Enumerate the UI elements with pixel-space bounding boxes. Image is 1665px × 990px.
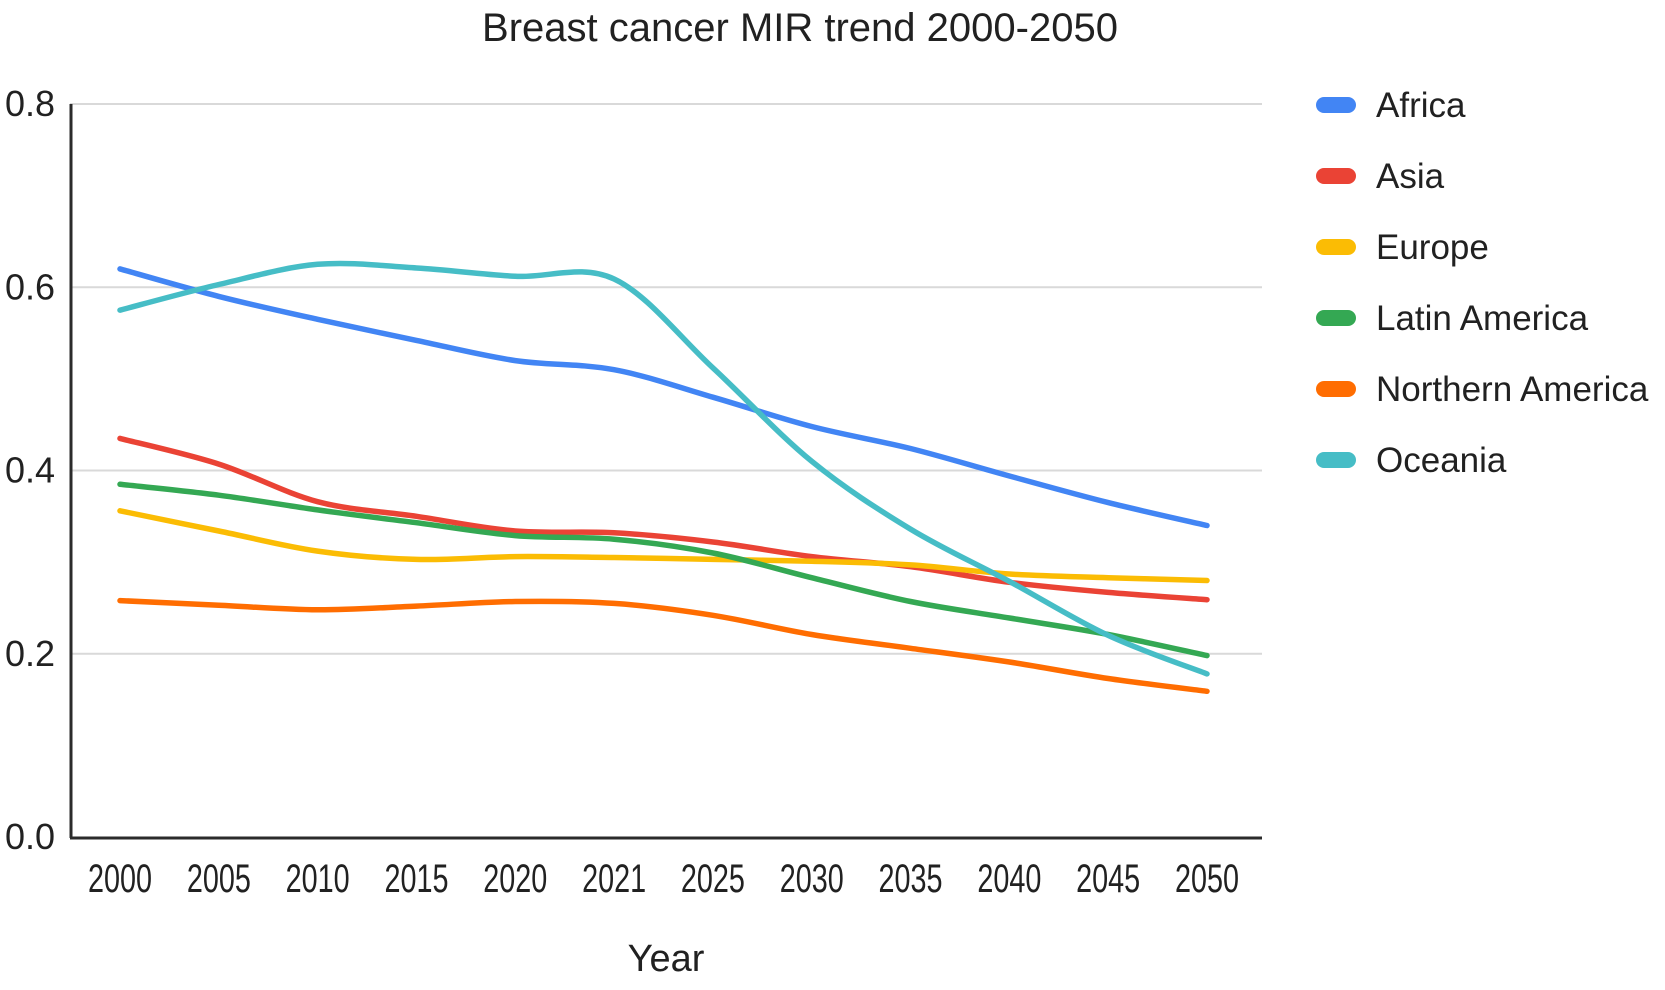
legend-item-europe: Europe (1316, 228, 1489, 267)
series-line-oceania (117, 260, 1210, 677)
y-tick-label: 0.2 (5, 633, 55, 674)
legend-swatch (1316, 168, 1356, 184)
legend-label: Europe (1376, 228, 1489, 267)
legend-swatch (1316, 239, 1356, 255)
legend-label: Africa (1376, 86, 1466, 125)
x-tick-label: 2020 (483, 857, 547, 901)
x-tick-label: 2040 (977, 857, 1041, 901)
x-tick-label: 2015 (384, 857, 448, 901)
legend-item-asia: Asia (1316, 157, 1445, 196)
legend-item-africa: Africa (1316, 86, 1466, 125)
x-tick-label: 2025 (681, 857, 745, 901)
x-tick-label: 2045 (1076, 857, 1140, 901)
legend-label: Asia (1376, 157, 1445, 196)
y-tick-label: 0.6 (5, 266, 55, 307)
legend-label: Latin America (1376, 299, 1589, 338)
legend-label: Northern America (1376, 370, 1649, 409)
x-tick-label: 2000 (88, 857, 152, 901)
legend-label: Oceania (1376, 441, 1507, 480)
legend-swatch (1316, 97, 1356, 113)
x-tick-label: 2030 (780, 857, 844, 901)
y-tick-label: 0.8 (5, 83, 55, 124)
x-tick-label: 2050 (1175, 857, 1239, 901)
legend-swatch (1316, 452, 1356, 468)
legend-swatch (1316, 381, 1356, 397)
x-tick-label: 2035 (879, 857, 943, 901)
legend-swatch (1316, 310, 1356, 326)
chart-title: Breast cancer MIR trend 2000-2050 (482, 6, 1118, 50)
x-axis-title: Year (627, 938, 705, 980)
legend-item-latin-america: Latin America (1316, 299, 1589, 338)
series-line-europe (117, 508, 1210, 584)
legend-item-northern-america: Northern America (1316, 370, 1649, 409)
series-line-africa (117, 266, 1210, 529)
x-tick-label: 2021 (582, 857, 646, 901)
y-tick-label: 0.4 (5, 450, 55, 491)
y-tick-label: 0.0 (5, 816, 55, 857)
x-tick-label: 2005 (187, 857, 251, 901)
x-tick-label: 2010 (286, 857, 350, 901)
legend-item-oceania: Oceania (1316, 441, 1507, 480)
series-line-latin-america (117, 481, 1210, 659)
series-line-northern-america (117, 597, 1210, 695)
